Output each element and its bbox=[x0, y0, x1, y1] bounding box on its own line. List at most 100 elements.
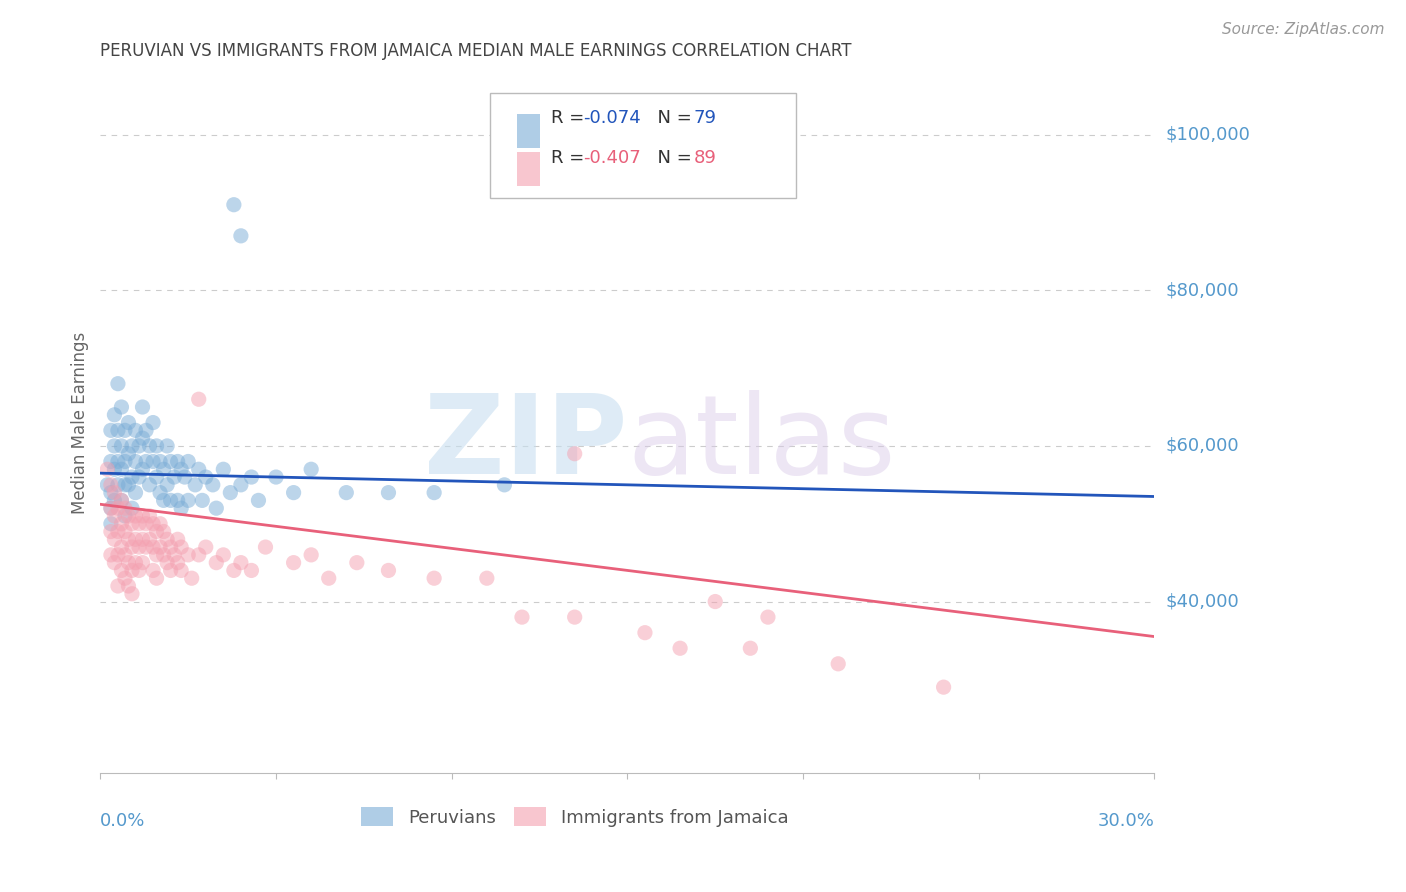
Immigrants from Jamaica bbox=[180, 571, 202, 585]
Peruvians bbox=[114, 423, 136, 437]
Peruvians bbox=[177, 493, 200, 508]
Immigrants from Jamaica bbox=[212, 548, 235, 562]
Immigrants from Jamaica bbox=[128, 540, 150, 554]
Peruvians bbox=[131, 400, 153, 414]
Peruvians bbox=[240, 470, 263, 484]
Text: 79: 79 bbox=[693, 109, 717, 127]
Peruvians bbox=[159, 454, 181, 468]
Immigrants from Jamaica bbox=[100, 501, 122, 516]
Immigrants from Jamaica bbox=[121, 516, 143, 531]
Immigrants from Jamaica bbox=[128, 563, 150, 577]
Immigrants from Jamaica bbox=[187, 548, 209, 562]
Text: N =: N = bbox=[647, 109, 697, 127]
Bar bbox=[517, 153, 540, 186]
Immigrants from Jamaica bbox=[110, 516, 132, 531]
Immigrants from Jamaica bbox=[114, 571, 136, 585]
Immigrants from Jamaica bbox=[423, 571, 446, 585]
Text: $100,000: $100,000 bbox=[1166, 126, 1250, 144]
Immigrants from Jamaica bbox=[138, 508, 160, 523]
Peruvians bbox=[114, 454, 136, 468]
Immigrants from Jamaica bbox=[142, 563, 165, 577]
Immigrants from Jamaica bbox=[100, 478, 122, 492]
Peruvians bbox=[149, 485, 172, 500]
Immigrants from Jamaica bbox=[124, 533, 146, 547]
Immigrants from Jamaica bbox=[740, 641, 762, 656]
Immigrants from Jamaica bbox=[170, 540, 193, 554]
Peruvians bbox=[212, 462, 235, 476]
Peruvians bbox=[117, 416, 139, 430]
Peruvians bbox=[377, 485, 399, 500]
Peruvians bbox=[494, 478, 516, 492]
Immigrants from Jamaica bbox=[142, 516, 165, 531]
Immigrants from Jamaica bbox=[135, 516, 157, 531]
Immigrants from Jamaica bbox=[110, 540, 132, 554]
Peruvians bbox=[166, 454, 188, 468]
Peruvians bbox=[103, 462, 125, 476]
Immigrants from Jamaica bbox=[756, 610, 779, 624]
Immigrants from Jamaica bbox=[107, 524, 129, 539]
Peruvians bbox=[222, 197, 245, 211]
Peruvians bbox=[264, 470, 287, 484]
Immigrants from Jamaica bbox=[475, 571, 498, 585]
Immigrants from Jamaica bbox=[156, 533, 179, 547]
Peruvians bbox=[103, 493, 125, 508]
Text: 30.0%: 30.0% bbox=[1098, 812, 1154, 830]
Peruvians bbox=[96, 478, 118, 492]
Immigrants from Jamaica bbox=[121, 540, 143, 554]
Immigrants from Jamaica bbox=[145, 524, 167, 539]
Immigrants from Jamaica bbox=[229, 556, 252, 570]
Peruvians bbox=[124, 423, 146, 437]
Peruvians bbox=[247, 493, 270, 508]
Peruvians bbox=[283, 485, 305, 500]
Peruvians bbox=[114, 508, 136, 523]
Immigrants from Jamaica bbox=[124, 508, 146, 523]
Peruvians bbox=[124, 454, 146, 468]
Immigrants from Jamaica bbox=[827, 657, 849, 671]
Immigrants from Jamaica bbox=[117, 579, 139, 593]
Peruvians bbox=[114, 478, 136, 492]
Peruvians bbox=[121, 470, 143, 484]
Peruvians bbox=[135, 454, 157, 468]
Immigrants from Jamaica bbox=[240, 563, 263, 577]
Peruvians bbox=[145, 470, 167, 484]
Peruvians bbox=[229, 478, 252, 492]
Immigrants from Jamaica bbox=[166, 533, 188, 547]
Immigrants from Jamaica bbox=[117, 508, 139, 523]
Peruvians bbox=[103, 408, 125, 422]
Immigrants from Jamaica bbox=[107, 501, 129, 516]
Text: R =: R = bbox=[551, 149, 591, 167]
Immigrants from Jamaica bbox=[564, 610, 586, 624]
Peruvians bbox=[131, 462, 153, 476]
Immigrants from Jamaica bbox=[117, 533, 139, 547]
Immigrants from Jamaica bbox=[159, 563, 181, 577]
Immigrants from Jamaica bbox=[152, 524, 174, 539]
Legend: Peruvians, Immigrants from Jamaica: Peruvians, Immigrants from Jamaica bbox=[354, 800, 796, 834]
Immigrants from Jamaica bbox=[131, 533, 153, 547]
Peruvians bbox=[107, 478, 129, 492]
Text: $80,000: $80,000 bbox=[1166, 281, 1239, 300]
Peruvians bbox=[124, 485, 146, 500]
Immigrants from Jamaica bbox=[110, 563, 132, 577]
Peruvians bbox=[163, 470, 186, 484]
Immigrants from Jamaica bbox=[704, 594, 727, 608]
Peruvians bbox=[110, 493, 132, 508]
Text: -0.407: -0.407 bbox=[583, 149, 641, 167]
Immigrants from Jamaica bbox=[194, 540, 217, 554]
Immigrants from Jamaica bbox=[142, 540, 165, 554]
Immigrants from Jamaica bbox=[114, 524, 136, 539]
Peruvians bbox=[159, 493, 181, 508]
Immigrants from Jamaica bbox=[510, 610, 533, 624]
Peruvians bbox=[194, 470, 217, 484]
Immigrants from Jamaica bbox=[166, 556, 188, 570]
Peruvians bbox=[117, 447, 139, 461]
Peruvians bbox=[170, 501, 193, 516]
Peruvians bbox=[121, 439, 143, 453]
Peruvians bbox=[138, 478, 160, 492]
Peruvians bbox=[100, 516, 122, 531]
Peruvians bbox=[142, 454, 165, 468]
Peruvians bbox=[100, 485, 122, 500]
Immigrants from Jamaica bbox=[254, 540, 277, 554]
Immigrants from Jamaica bbox=[159, 540, 181, 554]
Immigrants from Jamaica bbox=[131, 556, 153, 570]
Immigrants from Jamaica bbox=[156, 556, 179, 570]
